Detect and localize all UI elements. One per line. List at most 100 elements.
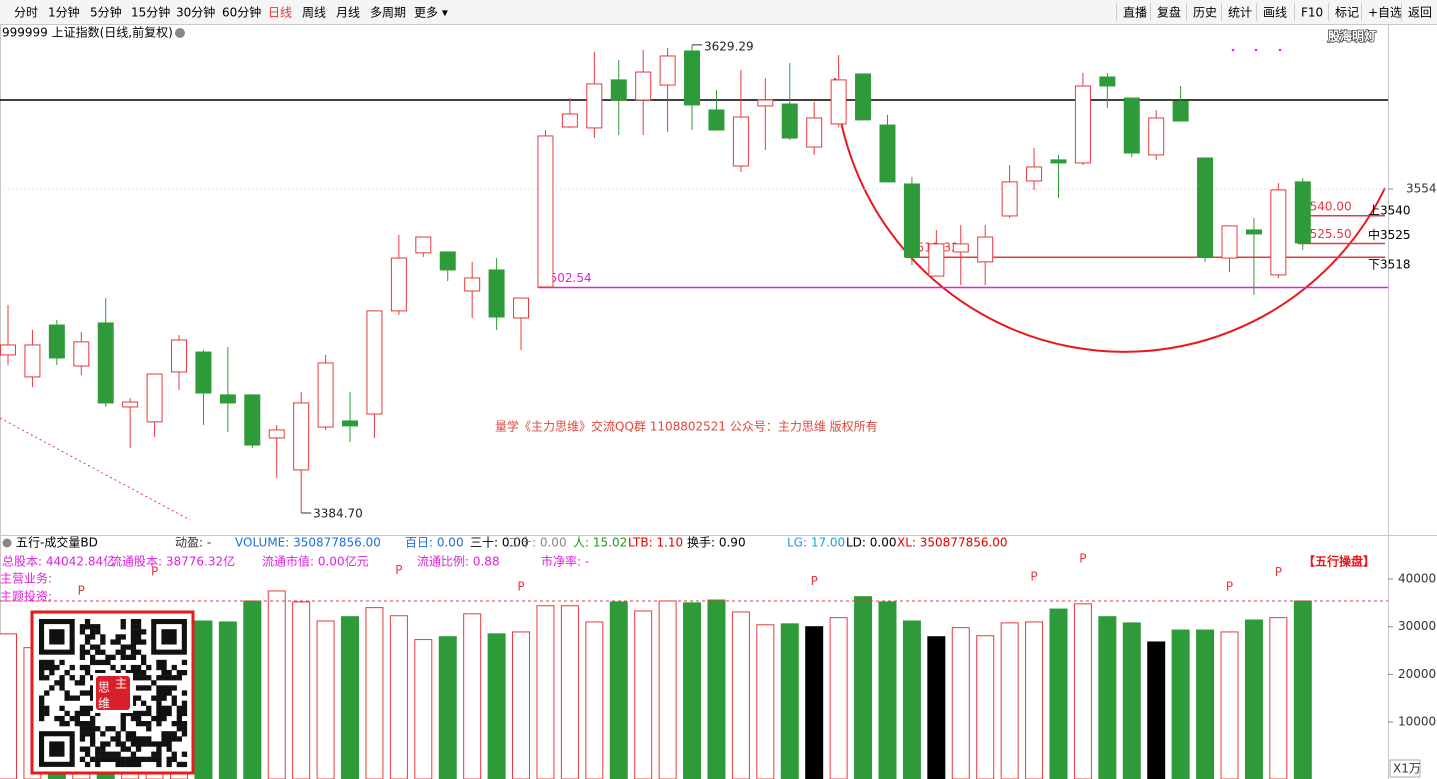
candle-body [928,243,945,277]
qr-module [125,670,131,676]
qr-module [95,751,101,757]
qr-module [151,680,157,686]
period-tab[interactable]: 分时 [14,6,38,20]
qr-module [181,690,188,696]
qr-module [151,695,157,701]
period-tab[interactable]: 多周期 [370,6,406,20]
volume-bar [951,627,970,779]
qr-module [79,756,86,762]
tool-button[interactable]: +自选 [1368,6,1402,20]
qr-module [115,736,121,742]
unit-box [1389,759,1421,778]
qr-module [84,731,91,737]
qr-module [156,751,162,757]
volume-bar [218,621,237,779]
panel-icon[interactable] [2,538,12,548]
qr-module [151,715,157,722]
tool-button[interactable]: 标记 [1335,6,1359,20]
brand: 【五行操盘】 [1303,554,1375,569]
qr-module [39,705,45,711]
tool-button[interactable]: F10 [1301,6,1323,20]
qr-module [95,629,101,635]
candle-body [586,83,603,129]
tool-button[interactable]: 统计 [1228,6,1252,20]
qr-module [146,741,152,747]
qr-module [176,726,182,732]
period-tab[interactable]: 周线 [302,6,326,20]
indicator: XL: 350877856.00 [897,536,1008,550]
qr-module [79,705,86,711]
qr-module [161,670,167,676]
qr-logo [96,676,130,710]
volume-bar [1073,603,1092,779]
qr-module [69,675,75,681]
qr-module [115,639,121,645]
qr-module [130,664,137,671]
qr-module [141,736,147,742]
qr-module [130,751,137,757]
qr-module [79,721,86,727]
qr-module [84,710,91,717]
indicator: 三十: 0.00 [470,536,529,550]
candle-body [195,351,212,394]
tool-button[interactable]: 返回 [1408,6,1432,20]
candle-body [537,135,554,288]
qr-module [79,654,86,660]
qr-module [90,685,96,691]
qr-module [84,639,91,645]
qr-module [95,624,101,630]
qr-module [95,746,101,752]
qr-module [146,675,152,681]
qr-module [44,710,50,717]
candle-body [464,277,481,292]
qr-module [100,741,106,747]
period-tab[interactable]: 月线 [336,6,360,20]
period-tab[interactable]: 30分钟 [176,5,215,20]
qr-module [135,624,142,630]
qr-module [59,680,65,686]
period-tab[interactable]: 5分钟 [90,5,122,20]
period-tab[interactable]: 日线 [268,6,292,20]
qr-module [156,715,162,722]
qr-module [156,746,162,752]
qr-module [95,644,101,650]
candle-body [73,341,90,367]
period-tab[interactable]: 更多 ▾ [414,6,448,20]
candle-body [1245,229,1262,235]
qr-module [49,685,55,691]
period-tab[interactable]: 60分钟 [222,5,261,20]
volume-bar [927,636,946,779]
period-tab[interactable]: 1分钟 [48,5,80,20]
volume-bar [731,611,750,779]
tool-button[interactable]: 复盘 [1157,5,1181,20]
watermark: 股海明灯 [1328,29,1376,44]
qr-module [141,721,147,727]
tool-button[interactable]: 画线 [1263,6,1287,20]
level-label: 3525.50 [1302,227,1352,241]
qr-module [39,710,45,717]
volume-bar [0,633,17,779]
stock-info: 主营业务: [0,571,52,586]
indicator: LD: 0.00 [846,536,897,550]
qr-module [49,664,55,671]
qr-module [161,690,167,696]
tool-button[interactable]: 历史 [1193,6,1217,20]
symbol-icon[interactable] [175,28,185,38]
qr-module [84,751,91,757]
qr-module [161,664,167,671]
qr-module [146,721,152,727]
qr-module [84,690,91,696]
period-tab[interactable]: 15分钟 [131,5,170,20]
qr-module [171,695,177,701]
qr-module [171,685,177,691]
qr-module [100,659,106,666]
candle-body [146,373,163,423]
tool-button[interactable]: 直播 [1123,6,1147,20]
candle-body [366,310,383,415]
qr-module [90,690,96,696]
qr-module [125,654,131,660]
volume-bar [634,610,653,779]
qr-module [176,736,182,742]
stock-info: 流通比例: 0.88 [417,555,500,569]
